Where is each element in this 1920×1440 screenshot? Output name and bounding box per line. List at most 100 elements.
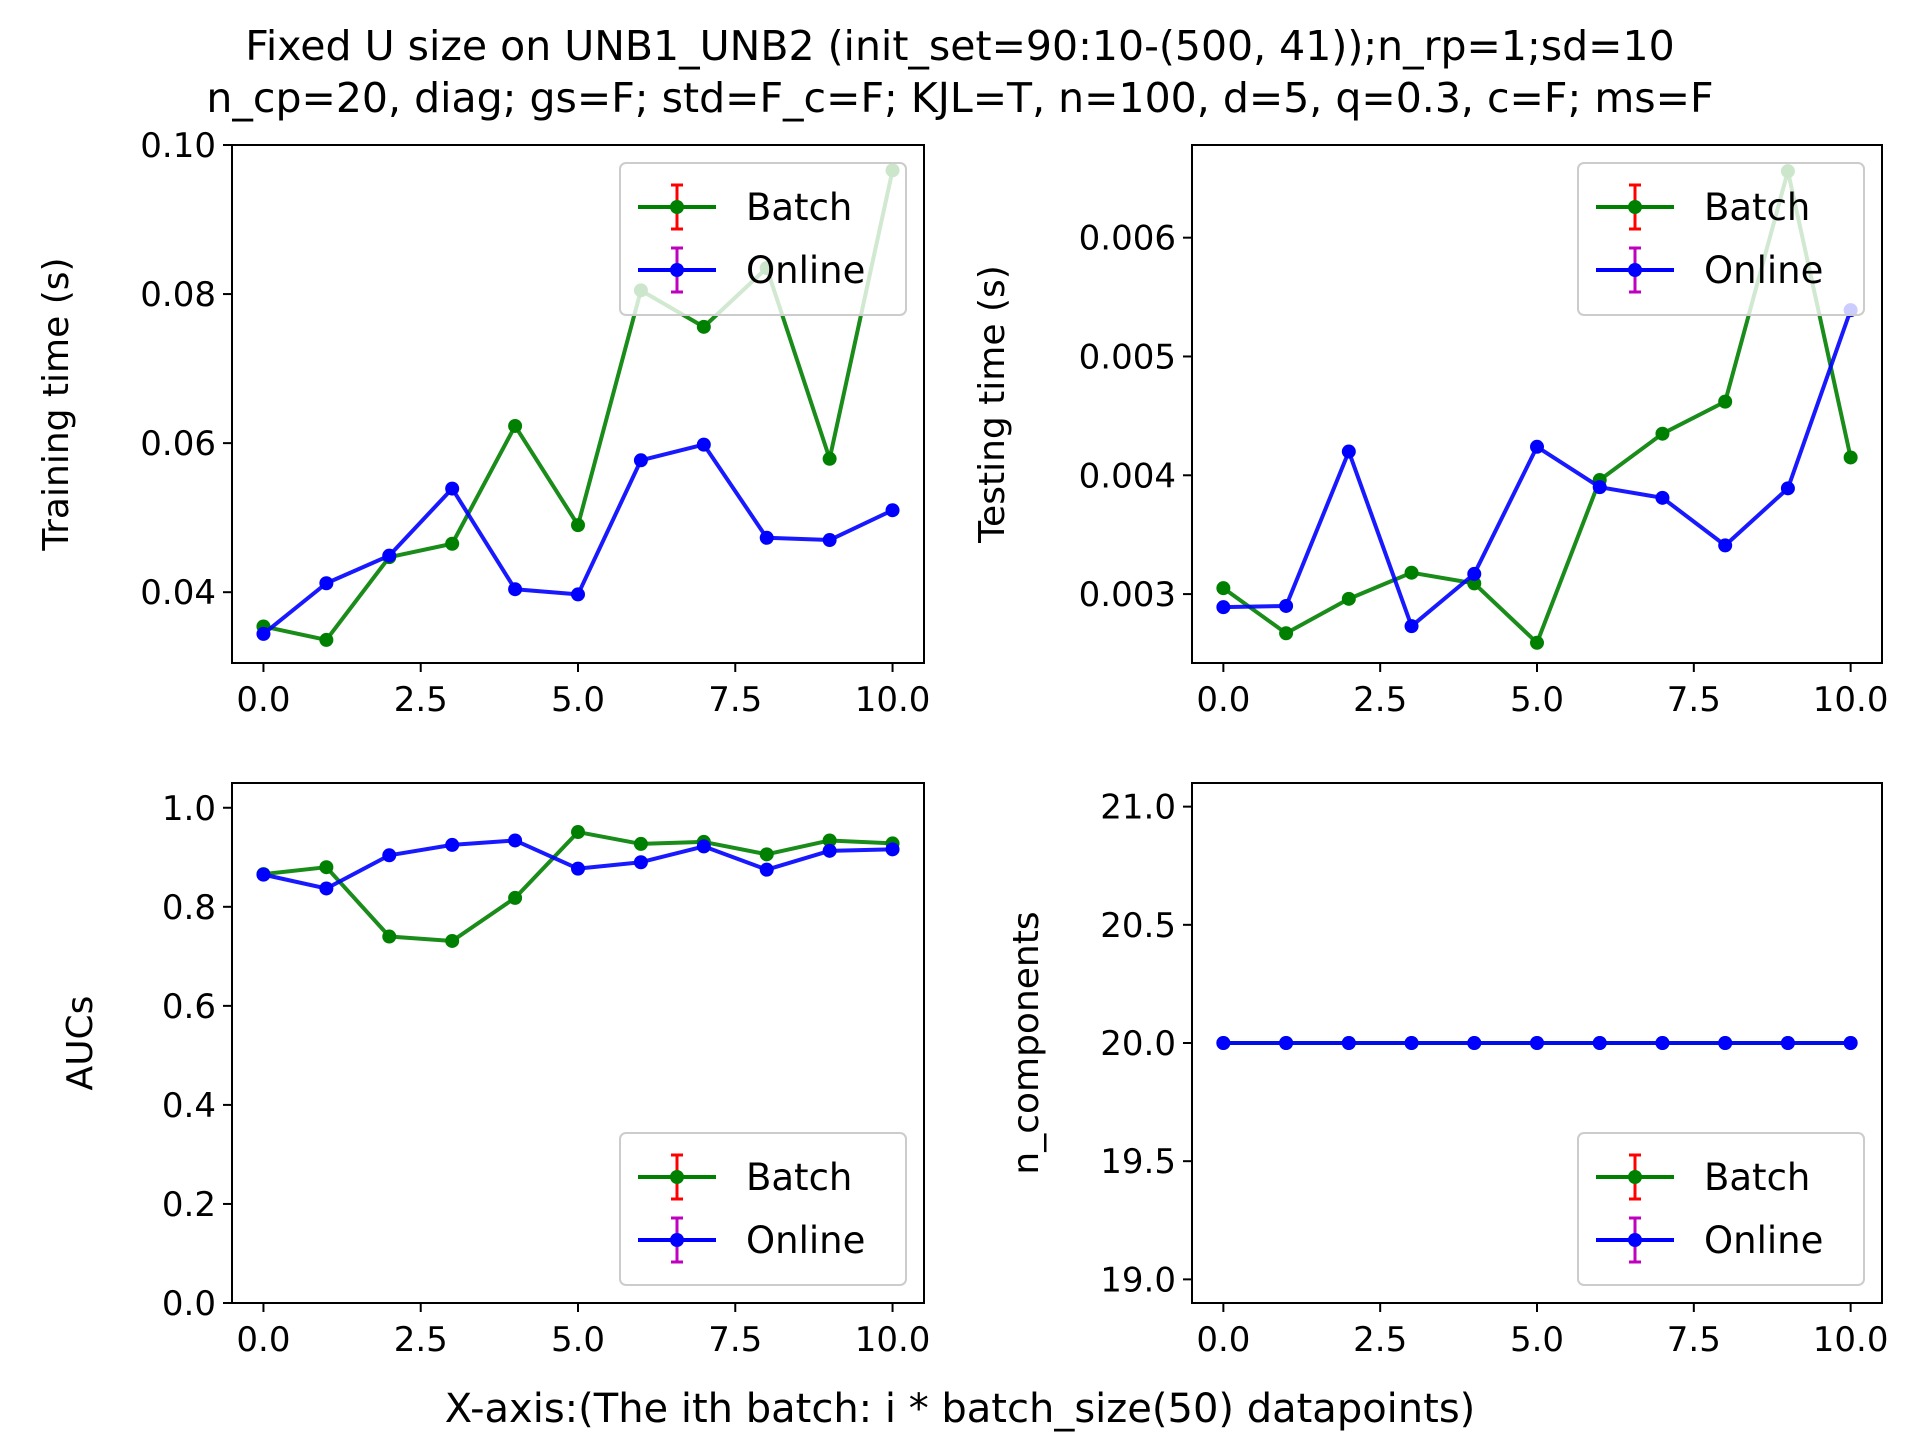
- legend-marker: [670, 1170, 684, 1184]
- data-point-online: [759, 862, 774, 877]
- y-tick-label: 20.5: [1100, 906, 1176, 946]
- data-point-online: [885, 503, 900, 518]
- legend-marker: [1628, 1233, 1642, 1247]
- axes-frame: [1191, 782, 1883, 1304]
- x-tick-label: 0.0: [1196, 1320, 1250, 1360]
- legend-label-batch: Batch: [746, 1156, 852, 1199]
- x-tick-label: 5.0: [551, 680, 605, 720]
- figure-title-line2: n_cp=20, diag; gs=F; std=F_c=F; KJL=T, n…: [206, 74, 1714, 122]
- data-point-batch: [382, 929, 397, 944]
- y-tick-label: 21.0: [1100, 788, 1176, 828]
- data-point-online: [1279, 598, 1294, 613]
- data-point-online: [1655, 490, 1670, 505]
- y-tick-label: 20.0: [1100, 1024, 1176, 1064]
- subplot-1: 0.0 2.5 5.0 7.5 10.0 0.04 0.06 0.08 0.10 Training…: [36, 126, 930, 720]
- data-point-batch: [1341, 591, 1356, 606]
- x-tick-label: 2.5: [1353, 680, 1407, 720]
- data-point-online: [1216, 600, 1231, 615]
- data-point-online: [571, 861, 585, 876]
- x-tick-label: 10.0: [855, 680, 931, 720]
- data-point-batch: [822, 451, 837, 466]
- y-tick-label: 0.006: [1079, 219, 1176, 259]
- data-point-online: [1341, 444, 1356, 459]
- data-point-online: [508, 582, 523, 597]
- data-point-online: [885, 842, 900, 857]
- axes-frame: [1191, 144, 1883, 664]
- data-point-online: [1780, 1036, 1795, 1050]
- series-line-online: [1223, 309, 1853, 629]
- legend-label-batch: Batch: [1704, 186, 1810, 229]
- y-tick-label: 0.04: [140, 573, 216, 613]
- data-point-online: [696, 839, 711, 854]
- x-tick-label: 5.0: [1510, 680, 1564, 720]
- shared-x-axis-label: X-axis:(The ith batch: i * batch_size(50…: [444, 1386, 1476, 1432]
- data-point-batch: [759, 847, 774, 862]
- data-point-online: [759, 530, 774, 545]
- legend-label-batch: Batch: [1704, 1156, 1810, 1199]
- data-point-online: [1592, 480, 1607, 495]
- legend: Batch Online: [619, 162, 907, 316]
- series-line-online: [262, 442, 894, 636]
- y-tick-label: 0.08: [140, 275, 216, 315]
- y-tick-label: 0.6: [162, 987, 216, 1027]
- legend-box: [1577, 162, 1865, 316]
- data-point-online: [382, 848, 397, 863]
- data-point-batch: [1279, 626, 1294, 641]
- data-point-batch: [1655, 426, 1670, 441]
- legend-label-online: Online: [746, 249, 865, 292]
- axes-frame: [231, 782, 925, 1304]
- data-point-batch: [445, 536, 460, 551]
- data-point-batch: [445, 933, 460, 948]
- x-tick-label: 10.0: [855, 1320, 931, 1360]
- data-point-online: [1780, 481, 1795, 496]
- data-point-online: [445, 837, 460, 852]
- legend-marker: [670, 1233, 684, 1247]
- data-point-online: [256, 626, 271, 641]
- y-tick-label: 0.8: [162, 888, 216, 928]
- legend-label-online: Online: [1704, 249, 1823, 292]
- data-point-batch: [822, 833, 837, 848]
- data-point-online: [445, 481, 460, 496]
- x-tick-label: 7.5: [708, 1320, 762, 1360]
- data-point-online: [319, 576, 334, 591]
- legend: Batch Online: [1577, 1132, 1865, 1286]
- x-tick-label: 7.5: [1667, 1320, 1721, 1360]
- y-tick-label: 0.004: [1079, 456, 1176, 496]
- data-point-online: [633, 855, 648, 870]
- legend-label-online: Online: [746, 1219, 865, 1262]
- data-point-batch: [571, 518, 585, 533]
- data-point-batch: [1216, 581, 1231, 596]
- legend: Batch Online: [1577, 162, 1865, 316]
- legend-marker: [1628, 263, 1642, 277]
- y-axis-label: AUCs: [60, 996, 101, 1091]
- x-tick-label: 10.0: [1813, 1320, 1889, 1360]
- data-point-online: [1655, 1036, 1670, 1050]
- y-tick-label: 1.0: [162, 789, 216, 829]
- data-point-batch: [571, 825, 585, 840]
- y-tick-label: 0.005: [1079, 337, 1176, 377]
- data-point-online: [1467, 566, 1482, 581]
- data-point-online: [1216, 1036, 1231, 1050]
- data-point-online: [1404, 619, 1419, 634]
- y-axis-label: Training time (s): [36, 257, 77, 551]
- data-point-batch: [319, 860, 334, 875]
- y-tick-label: 0.0: [162, 1284, 216, 1324]
- y-tick-label: 19.0: [1100, 1260, 1176, 1300]
- data-point-online: [1530, 1036, 1544, 1050]
- data-point-online: [382, 548, 397, 563]
- legend-box: [619, 162, 907, 316]
- legend-marker: [670, 263, 684, 277]
- data-point-online: [1530, 439, 1544, 454]
- legend-label-batch: Batch: [746, 186, 852, 229]
- x-tick-label: 0.0: [236, 1320, 290, 1360]
- legend-box: [619, 1132, 907, 1286]
- data-point-online: [1718, 1036, 1733, 1050]
- legend-box: [1577, 1132, 1865, 1286]
- data-point-batch: [1843, 450, 1858, 465]
- data-point-batch: [1718, 394, 1733, 409]
- data-point-online: [1592, 1036, 1607, 1050]
- x-tick-label: 5.0: [551, 1320, 605, 1360]
- data-point-online: [696, 437, 711, 452]
- data-point-online: [1279, 1036, 1294, 1050]
